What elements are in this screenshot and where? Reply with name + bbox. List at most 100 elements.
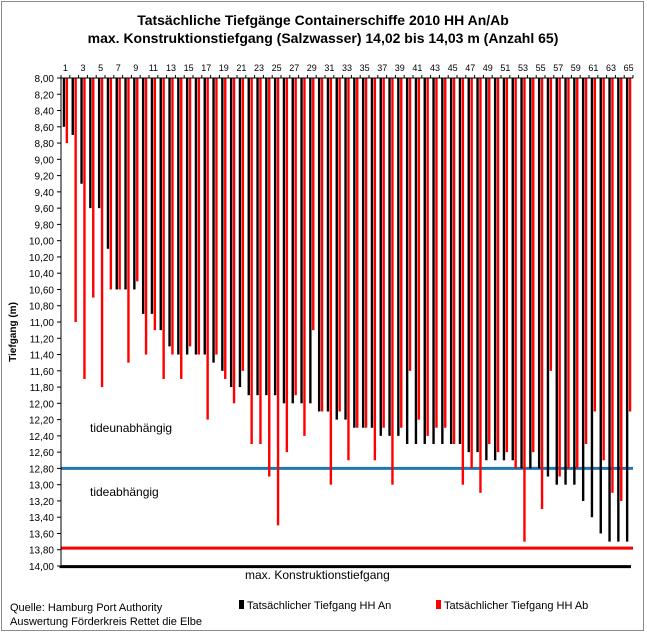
bar-hh-an (520, 78, 523, 469)
bar-hh-an (573, 78, 576, 485)
x-tick-label: 51 (500, 63, 510, 73)
bar-hh-ab (435, 78, 438, 428)
bar-hh-ab (250, 78, 253, 444)
bar-hh-an (546, 78, 550, 477)
bar-hh-an (309, 78, 312, 404)
y-tick-label: 13,20 (29, 497, 54, 508)
bar-hh-ab (83, 78, 86, 379)
bar-hh-an (97, 78, 101, 209)
bar-hh-an (194, 78, 198, 355)
y-tick-label: 12,60 (29, 448, 54, 459)
y-tick-label: 12,40 (29, 432, 54, 443)
bar-hh-ab (347, 78, 350, 461)
x-tick-label: 61 (588, 63, 598, 73)
y-axis-label: Tiefgang (m) (8, 302, 19, 362)
bar-hh-an (493, 78, 497, 461)
x-tick-label: 13 (166, 63, 176, 73)
y-tick-label: 9,60 (35, 204, 55, 215)
bar-hh-ab (232, 78, 236, 404)
bar-hh-an (564, 78, 567, 485)
bar-hh-an (449, 78, 453, 444)
bar-hh-ab (426, 78, 429, 436)
bar-hh-ab (382, 78, 385, 428)
bar-hh-an (159, 78, 162, 331)
bar-hh-ab (364, 78, 368, 428)
bar-hh-an (282, 78, 286, 404)
legend-label-ab: Tatsächlicher Tiefgang HH Ab (444, 600, 588, 612)
x-tick-label: 11 (149, 63, 158, 73)
y-tick-label: 10,00 (29, 237, 54, 248)
x-tick-label: 7 (116, 63, 121, 73)
bar-hh-ab (74, 78, 77, 322)
bar-hh-ab (268, 78, 271, 477)
y-tick-label: 13,00 (29, 481, 54, 492)
bar-hh-an (555, 78, 558, 485)
bar-hh-an (335, 78, 338, 420)
annotation-tideabhaengig: tideabhängig (90, 485, 159, 499)
bar-hh-an (133, 78, 136, 290)
y-tick-label: 12,00 (29, 399, 54, 410)
bar-hh-ab (496, 78, 500, 453)
bar-hh-an (617, 78, 620, 542)
bar-hh-an (185, 78, 189, 355)
bar-hh-ab (136, 78, 139, 282)
bar-hh-ab (488, 78, 491, 444)
bar-hh-ab (241, 78, 245, 371)
y-tick-label: 13,60 (29, 529, 54, 540)
y-tick-label: 13,40 (29, 513, 54, 524)
bar-hh-ab (206, 78, 209, 420)
bar-hh-an (317, 78, 321, 412)
bar-hh-ab (470, 78, 473, 469)
bar-hh-ab (479, 78, 482, 493)
bar-hh-ab (224, 78, 227, 379)
bar-hh-an (432, 78, 435, 444)
y-tick-label: 14,00 (29, 562, 54, 573)
bar-hh-ab (109, 78, 113, 290)
bar-hh-an (177, 78, 180, 355)
bar-hh-an (89, 78, 92, 209)
y-tick-label: 11,40 (30, 351, 55, 362)
bar-hh-an (300, 78, 303, 404)
bar-hh-ab (285, 78, 289, 453)
annotation-tideunabhaengig: tideunabhängig (90, 421, 172, 435)
x-tick-label: 27 (289, 63, 299, 73)
bar-hh-ab (100, 78, 104, 388)
x-tick-label: 1 (63, 63, 68, 73)
x-tick-label: 31 (324, 63, 334, 73)
bar-hh-an (599, 78, 602, 534)
bar-hh-ab (188, 78, 192, 347)
bar-hh-an (361, 78, 365, 428)
bar-hh-an (476, 78, 479, 453)
x-tick-label: 45 (448, 63, 458, 73)
bar-hh-an (414, 78, 418, 444)
reference-lines (59, 466, 633, 569)
bar-hh-an (221, 78, 224, 371)
bar-hh-an (265, 78, 268, 396)
x-tick-label: 57 (553, 63, 563, 73)
bar-hh-an (353, 78, 356, 428)
bar-hh-ab (391, 78, 394, 485)
bar-hh-an (168, 78, 171, 347)
bar-hh-an (71, 78, 74, 135)
axes-group: 8,00 8,20 8,40 8,60 8,80 9,00 9,20 9,40 9,60 9,80… (29, 63, 634, 573)
bar-hh-an (581, 78, 585, 501)
bar-hh-ab (611, 78, 614, 493)
bar-hh-an (458, 78, 462, 444)
bar-hh-ab (373, 78, 377, 461)
y-tick-label: 11,00 (30, 318, 55, 329)
ref-line-max (59, 565, 631, 569)
x-tick-label: 3 (80, 63, 85, 73)
legend: Tatsächlicher Tiefgang HH An Tatsächlich… (239, 600, 588, 612)
chart-subtitle: max. Konstruktionstiefgang (Salzwasser) … (88, 30, 559, 46)
bar-hh-an (608, 78, 611, 542)
x-tick-label: 5 (98, 63, 103, 73)
bar-hh-an (397, 78, 400, 436)
bar-hh-ab (259, 78, 262, 444)
bar-hh-ab (276, 78, 280, 526)
bar-hh-an (467, 78, 470, 453)
bar-hh-an (80, 78, 83, 184)
y-tick-label: 10,20 (29, 253, 54, 264)
bar-hh-an (203, 78, 206, 355)
